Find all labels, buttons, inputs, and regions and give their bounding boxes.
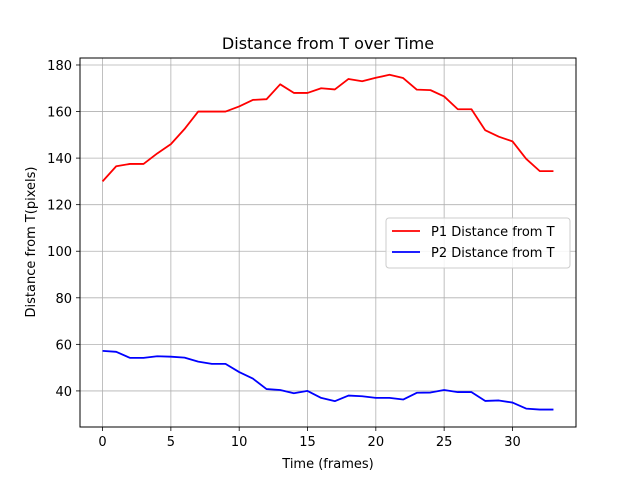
series-line-p1 <box>101 73 554 182</box>
x-tick-label: 0 <box>98 435 106 450</box>
legend: P1 Distance from T P2 Distance from T <box>385 217 571 269</box>
y-tick-label: 80 <box>55 292 72 307</box>
x-tick-label: 25 <box>436 435 453 450</box>
x-tick-label: 10 <box>231 435 248 450</box>
x-tick-label: 20 <box>368 435 385 450</box>
x-tick-label: 30 <box>504 435 521 450</box>
plot-area-frame <box>79 57 577 428</box>
y-tick-label: 100 <box>47 245 72 260</box>
y-tick-label: 140 <box>47 152 72 167</box>
x-axis-label: Time (frames) <box>281 457 373 472</box>
y-tick-label: 60 <box>55 338 72 353</box>
y-axis-label: Distance from T(pixels) <box>24 167 39 318</box>
legend-label-p2: P2 Distance from T <box>431 246 555 261</box>
x-tick-label: 15 <box>299 435 316 450</box>
y-tick-label: 120 <box>47 199 72 214</box>
y-axis: 40 60 80 100 120 140 160 180 <box>47 59 80 400</box>
y-tick-label: 160 <box>47 106 72 121</box>
legend-box <box>385 217 571 269</box>
y-tick-label: 180 <box>47 59 72 74</box>
series-line-p2 <box>102 349 554 411</box>
x-tick-label: 5 <box>167 435 175 450</box>
x-axis: 0 5 10 15 20 25 30 <box>98 427 521 450</box>
chart-title: Distance from T over Time <box>222 34 434 53</box>
y-tick-label: 40 <box>55 385 72 400</box>
series-layer <box>101 73 554 411</box>
legend-label-p1: P1 Distance from T <box>431 225 555 240</box>
